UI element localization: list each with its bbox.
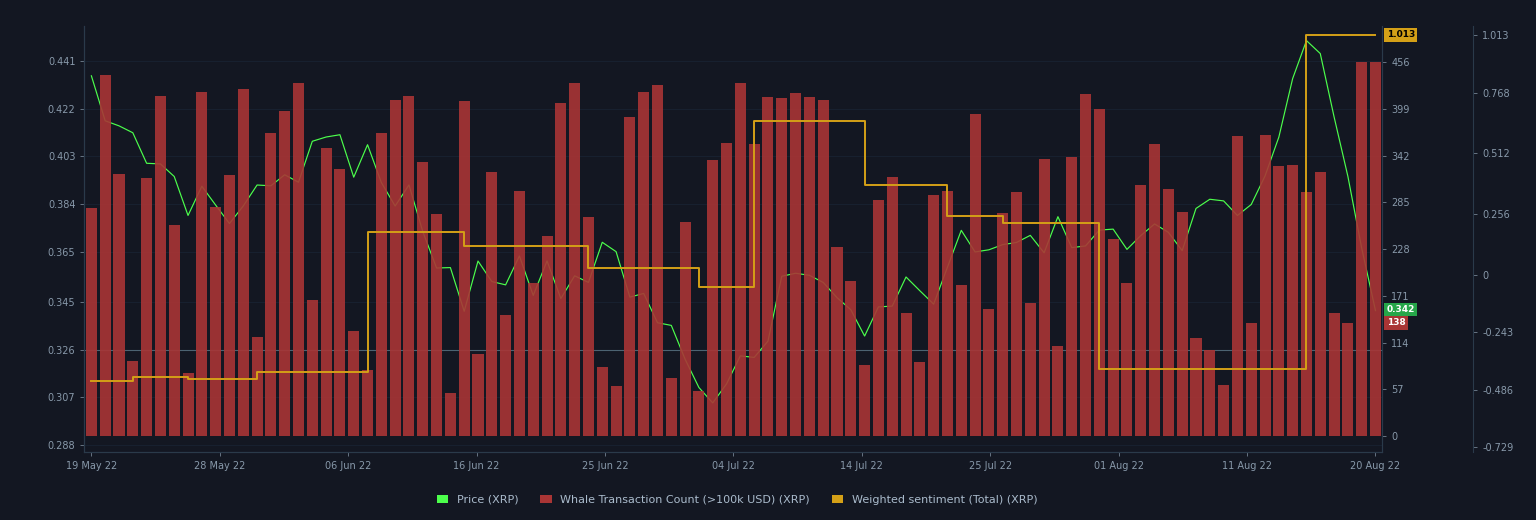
Bar [969,114,980,436]
Bar [1177,212,1187,436]
Bar [1135,185,1146,436]
Bar [473,354,484,436]
Bar [720,142,733,436]
Bar [1204,349,1215,436]
Bar [293,83,304,436]
Bar [1370,62,1381,436]
Bar [1246,323,1256,436]
Bar [693,391,705,436]
Bar [459,101,470,436]
Bar [1080,95,1091,436]
Bar [610,386,622,436]
Bar [679,223,691,436]
Bar [141,178,152,436]
Bar [790,93,802,436]
Bar [1121,283,1132,436]
Bar [831,247,843,436]
Bar [584,217,594,436]
Bar [776,98,788,436]
Bar [349,331,359,436]
Bar [362,370,373,436]
Bar [1260,135,1270,436]
Bar [1356,62,1367,436]
Bar [1301,192,1312,436]
Bar [266,133,276,436]
Bar [762,97,774,436]
Bar [307,300,318,436]
Bar [1232,136,1243,436]
Bar [845,281,857,436]
Legend: Price (XRP), Whale Transaction Count (>100k USD) (XRP), Weighted sentiment (Tota: Price (XRP), Whale Transaction Count (>1… [432,490,1043,509]
Bar [803,97,816,436]
Bar [404,96,415,436]
Bar [665,379,677,436]
Bar [155,96,166,436]
Bar [280,111,290,436]
Bar [942,191,952,436]
Bar [1011,191,1021,436]
Bar [886,177,897,436]
Bar [748,144,760,436]
Bar [900,313,911,436]
Bar [598,367,608,436]
Bar [432,214,442,436]
Bar [1287,165,1298,436]
Bar [1218,385,1229,436]
Bar [501,315,511,436]
Bar [1329,313,1339,436]
Text: 1.013: 1.013 [1387,30,1415,40]
Bar [624,118,636,436]
Bar [637,92,650,436]
Bar [570,83,581,436]
Bar [983,308,994,436]
Bar [86,209,97,436]
Bar [542,236,553,436]
Bar [955,285,966,436]
Bar [1190,337,1201,436]
Bar [114,174,124,436]
Bar [127,361,138,436]
Bar [238,88,249,436]
Bar [1025,303,1035,436]
Bar [487,172,498,436]
Bar [515,191,525,436]
Bar [418,162,429,436]
Bar [1273,166,1284,436]
Bar [1342,323,1353,436]
Bar [197,92,207,436]
Bar [210,207,221,436]
Bar [734,83,746,436]
Bar [556,102,567,436]
Bar [1107,239,1118,436]
Bar [224,175,235,436]
Bar [335,170,346,436]
Bar [997,213,1008,436]
Bar [445,393,456,436]
Bar [1038,159,1049,436]
Bar [651,85,664,436]
Bar [321,148,332,436]
Bar [252,337,263,436]
Bar [914,362,925,436]
Bar [1052,346,1063,436]
Bar [376,133,387,436]
Bar [183,373,194,436]
Bar [1066,157,1077,436]
Bar [100,75,111,436]
Bar [1094,109,1104,436]
Bar [707,160,719,436]
Bar [817,100,829,436]
Bar [169,225,180,436]
Bar [1149,145,1160,436]
Text: 138: 138 [1387,318,1405,328]
Text: 0.342: 0.342 [1387,305,1415,314]
Bar [928,195,938,436]
Bar [872,200,883,436]
Bar [859,365,869,436]
Bar [1315,172,1326,436]
Bar [1163,189,1174,436]
Bar [390,100,401,436]
Bar [528,283,539,436]
